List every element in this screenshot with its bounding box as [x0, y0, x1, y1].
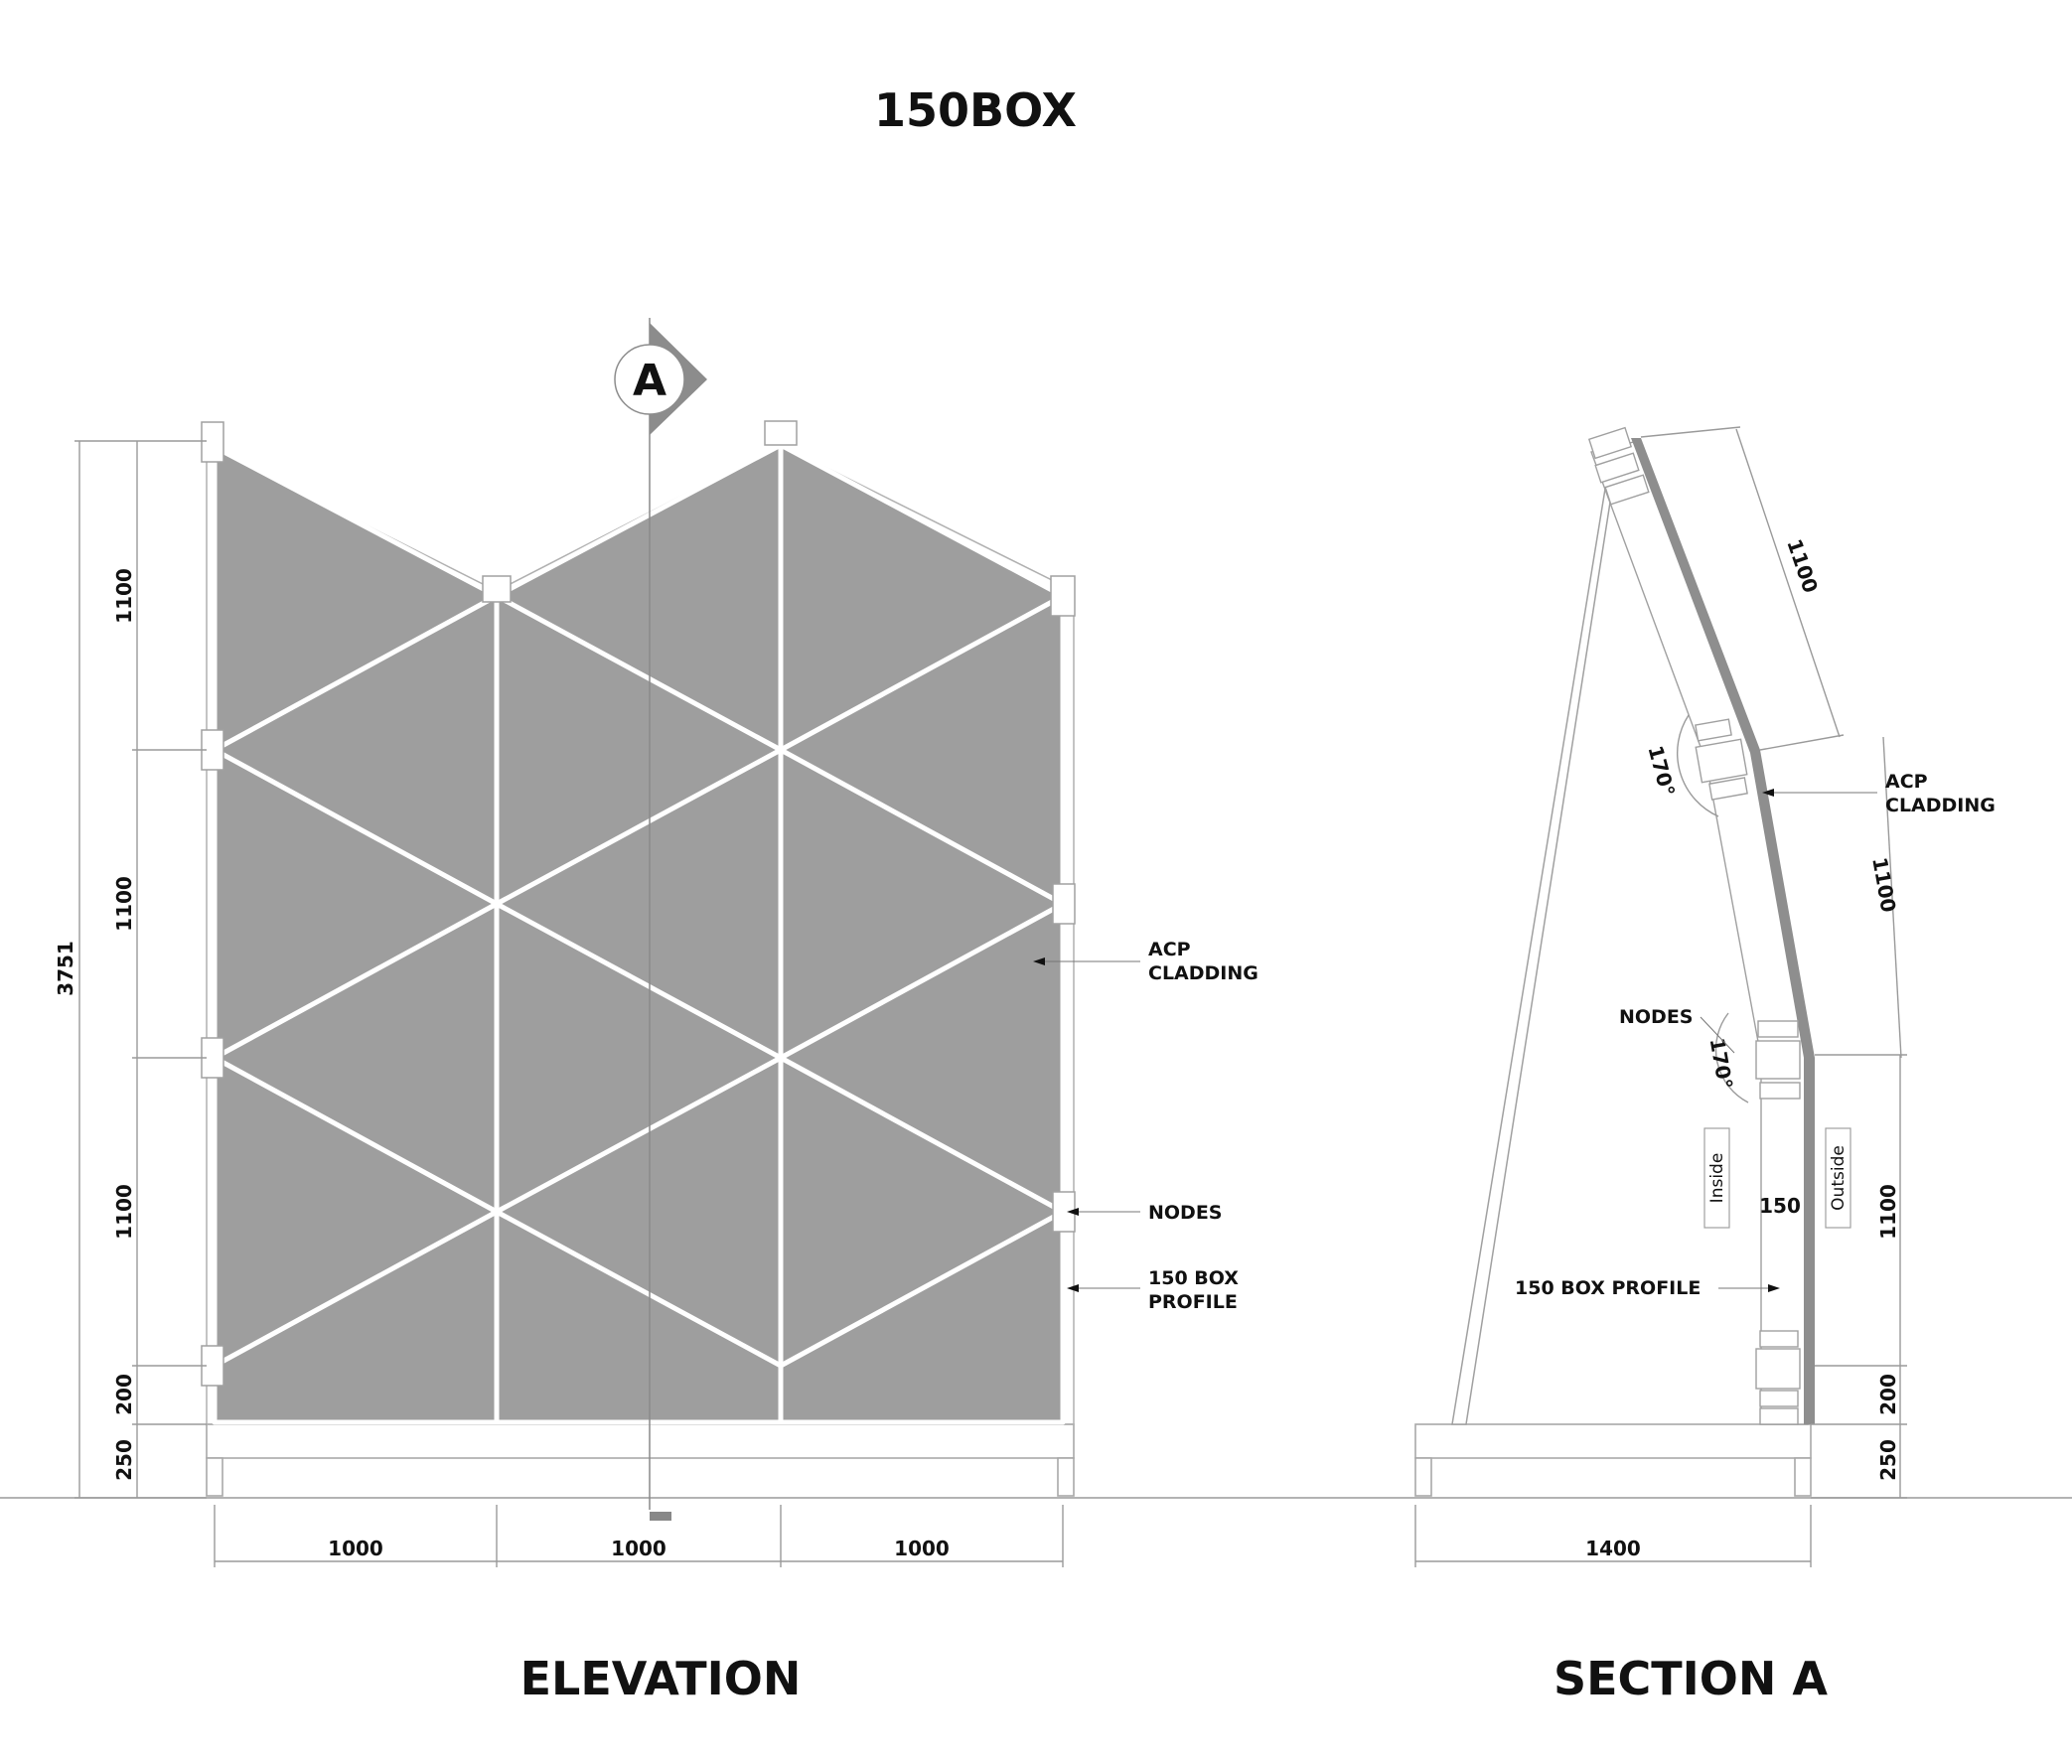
angle-top-label: 170° — [1643, 743, 1680, 799]
section-width-dim: 1400 — [1585, 1537, 1641, 1560]
angle-arc-top — [1676, 714, 1719, 817]
total-height-label: 3751 — [54, 941, 77, 996]
elevation-height-dims: 3751 1100 1100 1100 200 250 — [54, 440, 207, 1499]
elevation-acp-callout-2: CLADDING — [1148, 962, 1258, 984]
node — [1708, 777, 1748, 801]
section-height-dim-2: 200 — [1876, 1374, 1900, 1415]
height-dim-1: 1100 — [112, 568, 136, 624]
box-profile-frame — [212, 442, 1066, 1425]
section-a-heading: SECTION A — [1554, 1652, 1828, 1705]
elevation-callouts: ACP CLADDING NODES 150 BOX PROFILE — [1033, 939, 1258, 1313]
section-nodes — [1587, 426, 1801, 1425]
node — [1695, 718, 1732, 742]
elevation-acp-callout-1: ACP — [1148, 939, 1191, 960]
section-a-view: 1100 1100 170° 170° 1100 200 250 Inside … — [1414, 426, 1996, 1705]
inside-tag — [1703, 1127, 1730, 1229]
elevation-base-leg-right — [1057, 1457, 1075, 1497]
elevation-base-leg-left — [206, 1457, 223, 1497]
section-marker-circle — [614, 344, 685, 415]
elevation-nodes-callout: NODES — [1148, 1202, 1223, 1224]
node — [1759, 1407, 1799, 1425]
slope-dim-1: 1100 — [1782, 535, 1823, 595]
thickness-dim: 150 — [1759, 1194, 1801, 1218]
sheet-title: 150BOX — [874, 83, 1077, 137]
section-base-leg-right — [1794, 1457, 1812, 1497]
section-width-dims: 1400 — [1414, 1505, 1812, 1567]
elevation-width-dims: 1000 1000 1000 — [214, 1505, 1064, 1567]
section-height-dim-1: 1100 — [1876, 1184, 1900, 1240]
section-marker-label: A — [633, 356, 666, 406]
angle-bottom-label: 170° — [1705, 1036, 1738, 1091]
node — [1587, 426, 1633, 460]
node — [764, 420, 798, 446]
height-dim-4: 200 — [112, 1374, 136, 1415]
section-callouts: ACP CLADDING NODES 150 BOX PROFILE — [1515, 771, 1996, 1299]
section-acp-callout-1: ACP — [1885, 771, 1928, 793]
elevation-profile-callout-1: 150 BOX — [1148, 1267, 1239, 1289]
node — [1759, 1330, 1799, 1348]
node — [1759, 1390, 1799, 1407]
inside-label: Inside — [1707, 1153, 1727, 1204]
node — [1759, 1082, 1801, 1100]
node — [1604, 474, 1650, 506]
elevation-view: A 3751 1100 1100 1100 200 250 1000 — [54, 318, 1258, 1705]
node — [1755, 1040, 1801, 1080]
elevation-profile-callout-2: PROFILE — [1148, 1291, 1238, 1313]
elevation-base-plinth — [206, 1423, 1075, 1459]
node — [1052, 883, 1076, 925]
section-cut-end-mark — [650, 1512, 671, 1521]
section-acp-callout-2: CLADDING — [1885, 795, 1996, 816]
section-nodes-callout: NODES — [1619, 1006, 1694, 1028]
section-base-plinth — [1414, 1423, 1812, 1459]
section-base-leg-left — [1414, 1457, 1432, 1497]
height-dim-2: 1100 — [112, 876, 136, 932]
section-height-dim-3: 250 — [1876, 1439, 1900, 1481]
node — [1695, 738, 1748, 784]
acp-cladding-panel — [215, 445, 1063, 1422]
height-dim-3: 1100 — [112, 1184, 136, 1240]
outside-tag — [1825, 1127, 1851, 1229]
slope-dim-2: 1100 — [1867, 855, 1900, 914]
section-height-dims: 1100 200 250 — [1811, 1055, 1907, 1499]
width-dim-2: 1000 — [611, 1537, 666, 1560]
outside-label: Outside — [1829, 1145, 1849, 1211]
width-dim-1: 1000 — [328, 1537, 383, 1560]
section-profile-callout: 150 BOX PROFILE — [1515, 1277, 1701, 1299]
angle-arc-bottom — [1714, 1012, 1749, 1103]
node — [201, 421, 224, 463]
node — [1755, 1348, 1801, 1390]
height-dim-5: 250 — [112, 1439, 136, 1481]
node — [1757, 1020, 1799, 1038]
node — [1594, 452, 1640, 484]
elevation-heading: ELEVATION — [520, 1652, 802, 1705]
elevation-nodes — [201, 420, 1076, 1387]
node — [482, 575, 512, 603]
width-dim-3: 1000 — [894, 1537, 950, 1560]
node — [1050, 575, 1076, 617]
